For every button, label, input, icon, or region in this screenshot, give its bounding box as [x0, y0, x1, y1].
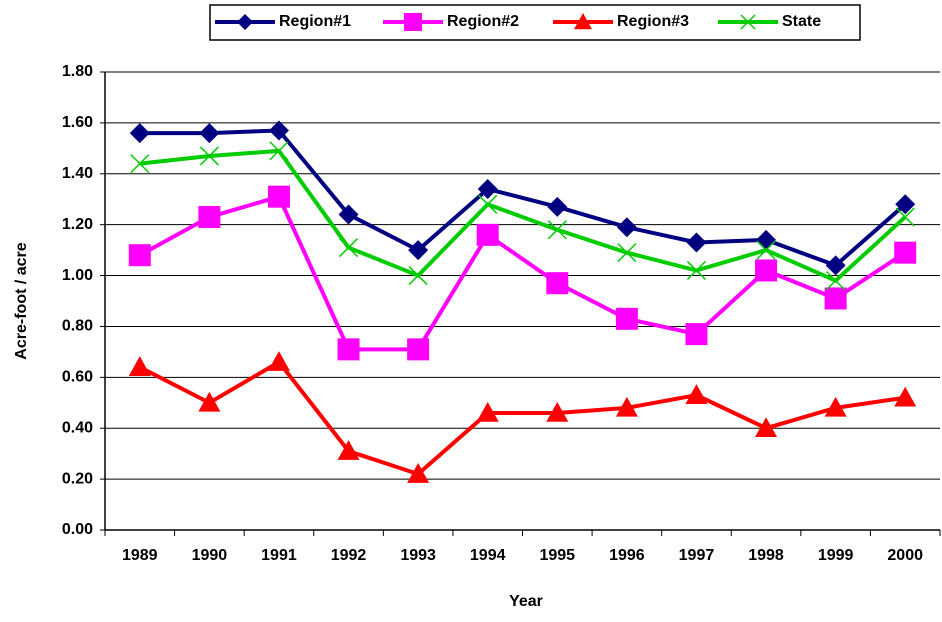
- x-tick-label: 1994: [470, 547, 506, 564]
- marker: [199, 123, 220, 144]
- legend-label: Region#3: [617, 13, 689, 30]
- y-tick-label: 0.40: [62, 419, 93, 436]
- marker: [337, 338, 360, 361]
- marker: [337, 440, 360, 460]
- x-tick-label: 2000: [887, 547, 923, 564]
- marker: [198, 206, 221, 229]
- y-tick-label: 0.00: [62, 521, 93, 538]
- marker: [198, 391, 221, 412]
- y-tick-label: 1.80: [62, 63, 93, 80]
- legend-label: State: [782, 13, 821, 30]
- marker: [476, 401, 499, 422]
- marker: [616, 217, 637, 238]
- marker: [547, 196, 568, 217]
- marker: [546, 401, 569, 422]
- y-tick-label: 0.80: [62, 318, 93, 335]
- marker: [408, 240, 429, 261]
- x-tick-label: 1995: [539, 547, 575, 564]
- marker: [686, 232, 707, 253]
- marker: [129, 123, 150, 144]
- marker: [825, 255, 846, 276]
- marker: [894, 241, 917, 264]
- marker: [685, 384, 708, 404]
- marker: [546, 272, 569, 295]
- legend-label: Region#2: [447, 13, 519, 30]
- marker: [617, 243, 637, 263]
- marker: [895, 207, 915, 227]
- marker: [615, 307, 638, 330]
- x-tick-label: 1990: [192, 547, 228, 564]
- marker: [756, 229, 777, 250]
- marker: [404, 13, 422, 31]
- marker: [895, 194, 916, 215]
- x-tick-label: 1999: [818, 547, 854, 564]
- marker: [407, 338, 430, 361]
- series-line: [138, 194, 907, 352]
- x-tick-label: 1992: [331, 547, 367, 564]
- y-tick-label: 0.60: [62, 369, 93, 386]
- marker: [476, 223, 499, 246]
- marker: [755, 259, 778, 282]
- x-tick-label: 1993: [400, 547, 436, 564]
- marker: [478, 194, 498, 214]
- y-tick-label: 0.20: [62, 470, 93, 487]
- series-line: [139, 148, 907, 283]
- marker: [740, 14, 756, 30]
- marker: [756, 240, 776, 260]
- marker: [338, 204, 359, 225]
- marker: [237, 14, 253, 30]
- legend-label: Region#1: [279, 13, 351, 30]
- marker: [574, 13, 592, 30]
- marker: [685, 323, 708, 346]
- marker: [824, 396, 847, 417]
- marker: [339, 238, 359, 258]
- marker: [755, 417, 778, 438]
- y-tick-label: 1.20: [62, 216, 93, 233]
- x-tick-label: 1989: [122, 547, 158, 564]
- marker: [408, 266, 428, 286]
- marker: [615, 396, 638, 417]
- marker: [267, 351, 290, 371]
- marker: [128, 244, 151, 267]
- y-tick-label: 1.60: [62, 114, 93, 131]
- marker: [824, 287, 847, 310]
- marker: [269, 141, 289, 161]
- marker: [199, 146, 219, 166]
- marker: [130, 154, 150, 174]
- x-tick-label: 1997: [679, 547, 715, 564]
- marker: [686, 260, 706, 280]
- series-line: [138, 359, 906, 477]
- y-tick-label: 1.40: [62, 165, 93, 182]
- marker: [267, 185, 290, 208]
- marker: [268, 120, 289, 141]
- y-axis-title: Acre-foot / acre: [13, 242, 30, 359]
- y-tick-label: 1.00: [62, 267, 93, 284]
- marker: [547, 220, 567, 240]
- x-tick-label: 1998: [748, 547, 784, 564]
- marker: [128, 356, 151, 376]
- marker: [477, 179, 498, 200]
- x-axis-title: Year: [509, 593, 543, 610]
- marker: [407, 463, 430, 483]
- x-tick-label: 1996: [609, 547, 645, 564]
- series-line: [139, 128, 907, 268]
- marker: [894, 386, 917, 407]
- x-tick-label: 1991: [261, 547, 297, 564]
- marker: [826, 271, 846, 291]
